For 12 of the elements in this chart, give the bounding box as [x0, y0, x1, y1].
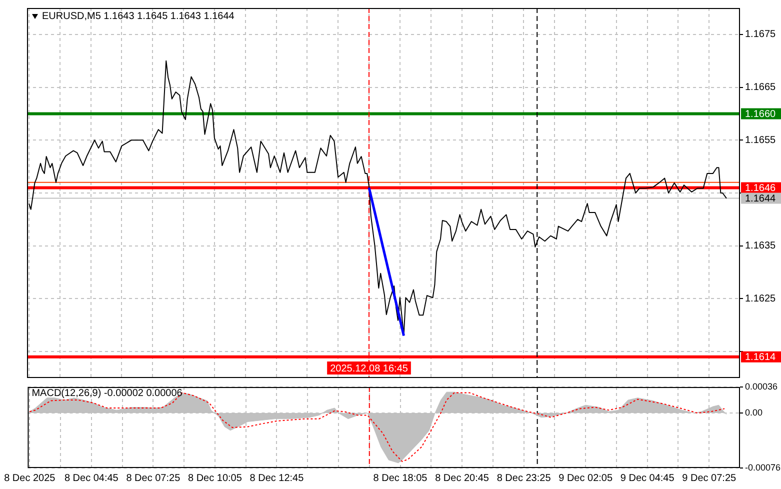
y-tick-label: 1.1635 — [745, 240, 776, 252]
ref-line-label: 1.1644 — [745, 194, 776, 205]
y-tick-label: 1.1655 — [745, 134, 776, 146]
ref-line-label: 1.1646 — [745, 182, 776, 194]
y-tick-label: 1.1665 — [745, 82, 776, 94]
y-tick-label: 1.1675 — [745, 29, 776, 40]
chart-title: EURUSD,M5 1.1643 1.1645 1.1643 1.1644 — [42, 10, 235, 22]
ref-line-label: 1.1614 — [745, 352, 776, 364]
y-tick-label: 1.1625 — [745, 293, 776, 304]
ref-line-label: 1.1660 — [745, 108, 776, 120]
ref-line-label: 2025.12.08 16:45 — [330, 363, 408, 374]
y-tick-label: 0.00036 — [745, 381, 778, 392]
